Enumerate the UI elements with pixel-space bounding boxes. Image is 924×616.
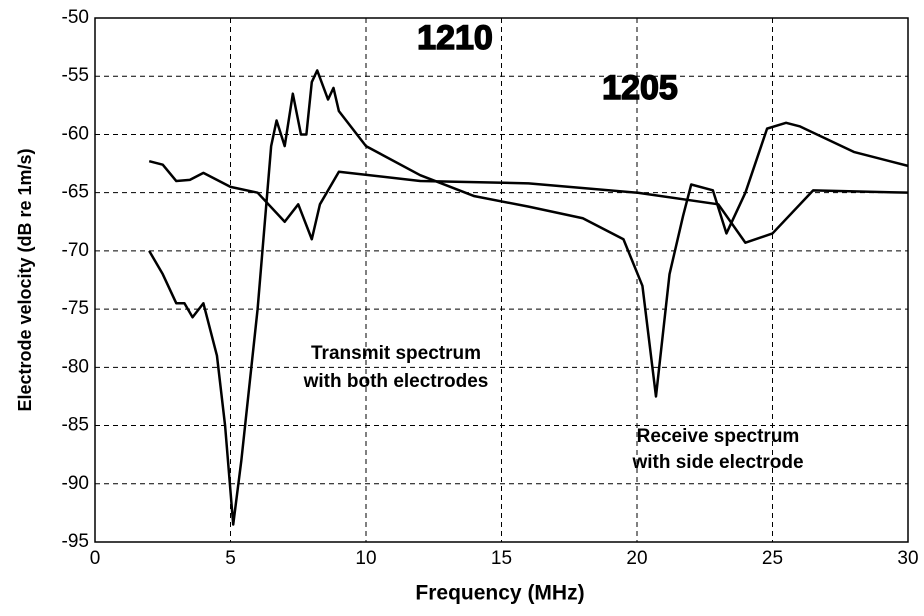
plot-frame xyxy=(94,17,909,543)
x-tick-label: 5 xyxy=(225,548,236,569)
y-tick-label: -70 xyxy=(62,240,89,261)
y-tick-label: -80 xyxy=(62,356,89,377)
y-tick-label: -60 xyxy=(62,123,89,144)
y-tick-label: -85 xyxy=(62,415,89,436)
x-tick-label: 0 xyxy=(90,548,101,569)
annotation: 1210 xyxy=(417,19,493,57)
y-tick-label: -50 xyxy=(62,7,89,28)
x-tick-label: 15 xyxy=(491,548,512,569)
x-tick-label: 25 xyxy=(762,548,783,569)
series-line xyxy=(148,160,909,244)
y-tick-label: -65 xyxy=(62,182,89,203)
annotation: Transmit spectrum xyxy=(311,343,481,364)
x-tick-label: 20 xyxy=(626,548,647,569)
y-axis-label: Electrode velocity (dB re 1m/s) xyxy=(15,148,35,411)
y-tick-label: -90 xyxy=(62,473,89,494)
annotation: with side electrode xyxy=(631,452,803,473)
x-axis-label: Frequency (MHz) xyxy=(415,582,584,605)
y-tick-label: -55 xyxy=(62,65,89,86)
annotation: Receive spectrum xyxy=(637,426,800,447)
annotation: with both electrodes xyxy=(303,371,489,392)
y-tick-label: -75 xyxy=(62,298,89,319)
x-tick-label: 30 xyxy=(897,548,918,569)
annotation: 1205 xyxy=(602,69,678,107)
y-tick-label: -95 xyxy=(62,531,89,552)
x-tick-label: 10 xyxy=(355,548,376,569)
